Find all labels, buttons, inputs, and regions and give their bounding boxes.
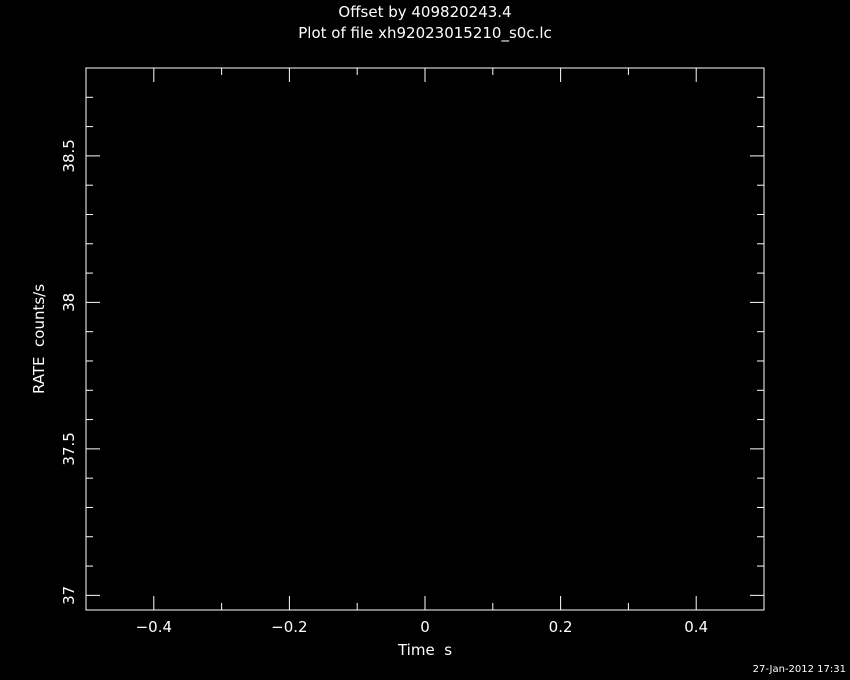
x-tick-label: 0.2 (549, 618, 573, 636)
y-tick-label: 38.5 (60, 139, 78, 172)
x-axis-label: Time s (397, 641, 452, 659)
plot-timestamp: 27-Jan-2012 17:31 (753, 664, 846, 675)
chart-title: Offset by 409820243.4 (338, 3, 511, 21)
x-tick-labels: −0.4 −0.2 0 0.2 0.4 (136, 618, 709, 636)
x-tick-label: 0.4 (684, 618, 708, 636)
y-tick-label: 37.5 (60, 432, 78, 465)
axis-ticks (86, 68, 764, 610)
x-tick-label: 0 (420, 618, 430, 636)
y-tick-labels: 37 37.5 38 38.5 (60, 139, 78, 605)
x-tick-label: −0.4 (136, 618, 172, 636)
chart-subtitle: Plot of file xh92023015210_s0c.lc (298, 24, 552, 43)
y-tick-label: 38 (60, 293, 78, 312)
x-tick-label: −0.2 (271, 618, 307, 636)
y-tick-label: 37 (60, 586, 78, 605)
plot-frame (86, 68, 764, 610)
y-axis-label: RATE counts/s (30, 284, 48, 394)
